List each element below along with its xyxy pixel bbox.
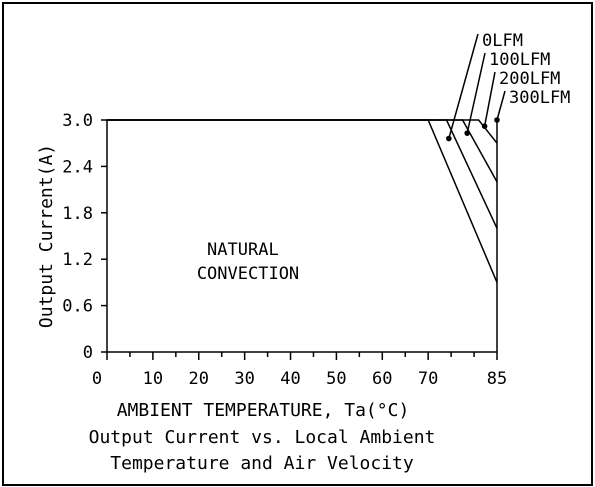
annotation-line: CONVECTION xyxy=(197,264,299,284)
y-tick-label: 1.8 xyxy=(62,204,93,224)
series-line xyxy=(107,119,498,183)
series-line xyxy=(107,119,498,229)
x-tick-label: 30 xyxy=(234,369,254,389)
series-leaders xyxy=(446,33,506,142)
y-tick-label: 0.6 xyxy=(62,297,93,317)
x-axis-label: AMBIENT TEMPERATURE, Ta(°C) xyxy=(117,400,410,421)
series-label: 200LFM xyxy=(499,69,560,89)
x-tick-label: 50 xyxy=(326,369,346,389)
chart-labels: NATURAL CONVECTION AMBIENT TEMPERATURE, … xyxy=(36,31,570,474)
leader-line xyxy=(483,71,496,127)
plot-lines xyxy=(107,119,498,283)
axes xyxy=(101,119,498,360)
series-label: 300LFM xyxy=(509,88,570,108)
x-tick-label: 85 xyxy=(487,369,507,389)
x-tick-label: 20 xyxy=(189,369,209,389)
x-tick-label: 10 xyxy=(143,369,163,389)
chart-title-line: Output Current vs. Local Ambient xyxy=(89,427,436,448)
leader-dot xyxy=(481,123,488,129)
x-tick-label: 60 xyxy=(372,369,392,389)
leader-line xyxy=(448,33,479,139)
x-tick-label: 40 xyxy=(280,369,300,389)
leader-dot xyxy=(446,135,452,142)
series-label: 100LFM xyxy=(489,50,550,70)
leader-line xyxy=(466,52,486,134)
y-tick-label: 3.0 xyxy=(62,111,93,131)
annotation-line: NATURAL xyxy=(207,240,279,260)
y-tick-label: 1.2 xyxy=(62,250,93,270)
series-label: 0LFM xyxy=(482,31,523,51)
chart-title-line: Temperature and Air Velocity xyxy=(110,453,414,474)
y-tick-label: 2.4 xyxy=(62,157,93,177)
natural-convection-annotation: NATURAL CONVECTION xyxy=(197,240,299,284)
leader-dot xyxy=(464,130,470,136)
series-line xyxy=(107,119,498,283)
y-axis-label: Output Current(A) xyxy=(36,144,57,328)
x-tick-label: 70 xyxy=(418,369,438,389)
leader-line xyxy=(496,90,506,121)
series-line xyxy=(107,119,498,144)
x-tick-label: 0 xyxy=(92,369,102,389)
y-tick-label: 0 xyxy=(83,343,93,363)
leader-dot xyxy=(494,117,500,123)
